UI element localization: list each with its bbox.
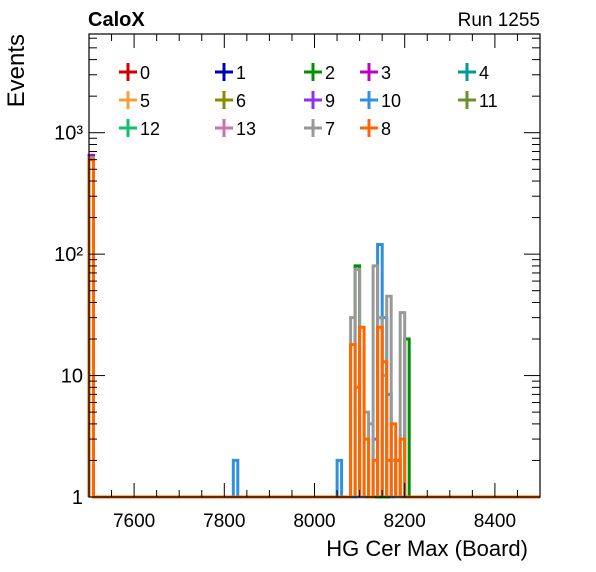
y-tick-label: 10³ bbox=[54, 123, 83, 145]
legend-item-11: 11 bbox=[458, 91, 498, 111]
legend-item-7: 7 bbox=[304, 119, 335, 139]
x-tick-label: 8200 bbox=[384, 511, 426, 532]
legend-label: 7 bbox=[325, 119, 335, 139]
legend-item-0: 0 bbox=[119, 63, 150, 83]
x-tick-label: 7800 bbox=[203, 511, 245, 532]
legend-label: 8 bbox=[381, 119, 391, 139]
run-label: Run 1255 bbox=[458, 10, 540, 31]
y-tick-label: 10² bbox=[54, 244, 83, 266]
legend-item-13: 13 bbox=[215, 119, 256, 139]
legend-label: 5 bbox=[140, 91, 150, 111]
legend-item-3: 3 bbox=[360, 63, 391, 83]
legend-item-10: 10 bbox=[360, 91, 401, 111]
legend-item-5: 5 bbox=[119, 91, 150, 111]
legend-label: 6 bbox=[236, 91, 246, 111]
legend-label: 2 bbox=[325, 63, 335, 83]
histogram-series-8 bbox=[87, 158, 540, 499]
legend-item-4: 4 bbox=[458, 63, 489, 83]
x-tick-label: 7600 bbox=[113, 511, 155, 532]
legend-label: 3 bbox=[381, 63, 391, 83]
y-tick-label: 1 bbox=[72, 487, 83, 509]
y-tick-label: 10 bbox=[61, 366, 83, 388]
legend-item-12: 12 bbox=[119, 119, 160, 139]
legend-label: 12 bbox=[140, 119, 160, 139]
legend-label: 0 bbox=[140, 63, 150, 83]
legend-item-6: 6 bbox=[215, 91, 246, 111]
legend-label: 13 bbox=[236, 119, 256, 139]
legend-label: 4 bbox=[479, 63, 489, 83]
y-axis-label: Events bbox=[3, 34, 30, 107]
legend-item-2: 2 bbox=[304, 63, 335, 83]
legend-label: 11 bbox=[479, 91, 498, 111]
legend-item-8: 8 bbox=[360, 119, 391, 139]
x-tick-label: 8000 bbox=[293, 511, 335, 532]
legend-label: 10 bbox=[381, 91, 401, 111]
experiment-label: CaloX bbox=[88, 9, 145, 31]
x-tick-label: 8400 bbox=[474, 511, 516, 532]
legend-item-1: 1 bbox=[215, 63, 246, 83]
legend-label: 9 bbox=[325, 91, 335, 111]
legend-label: 1 bbox=[236, 63, 246, 83]
legend-item-9: 9 bbox=[304, 91, 335, 111]
x-axis-label: HG Cer Max (Board) bbox=[326, 536, 528, 561]
